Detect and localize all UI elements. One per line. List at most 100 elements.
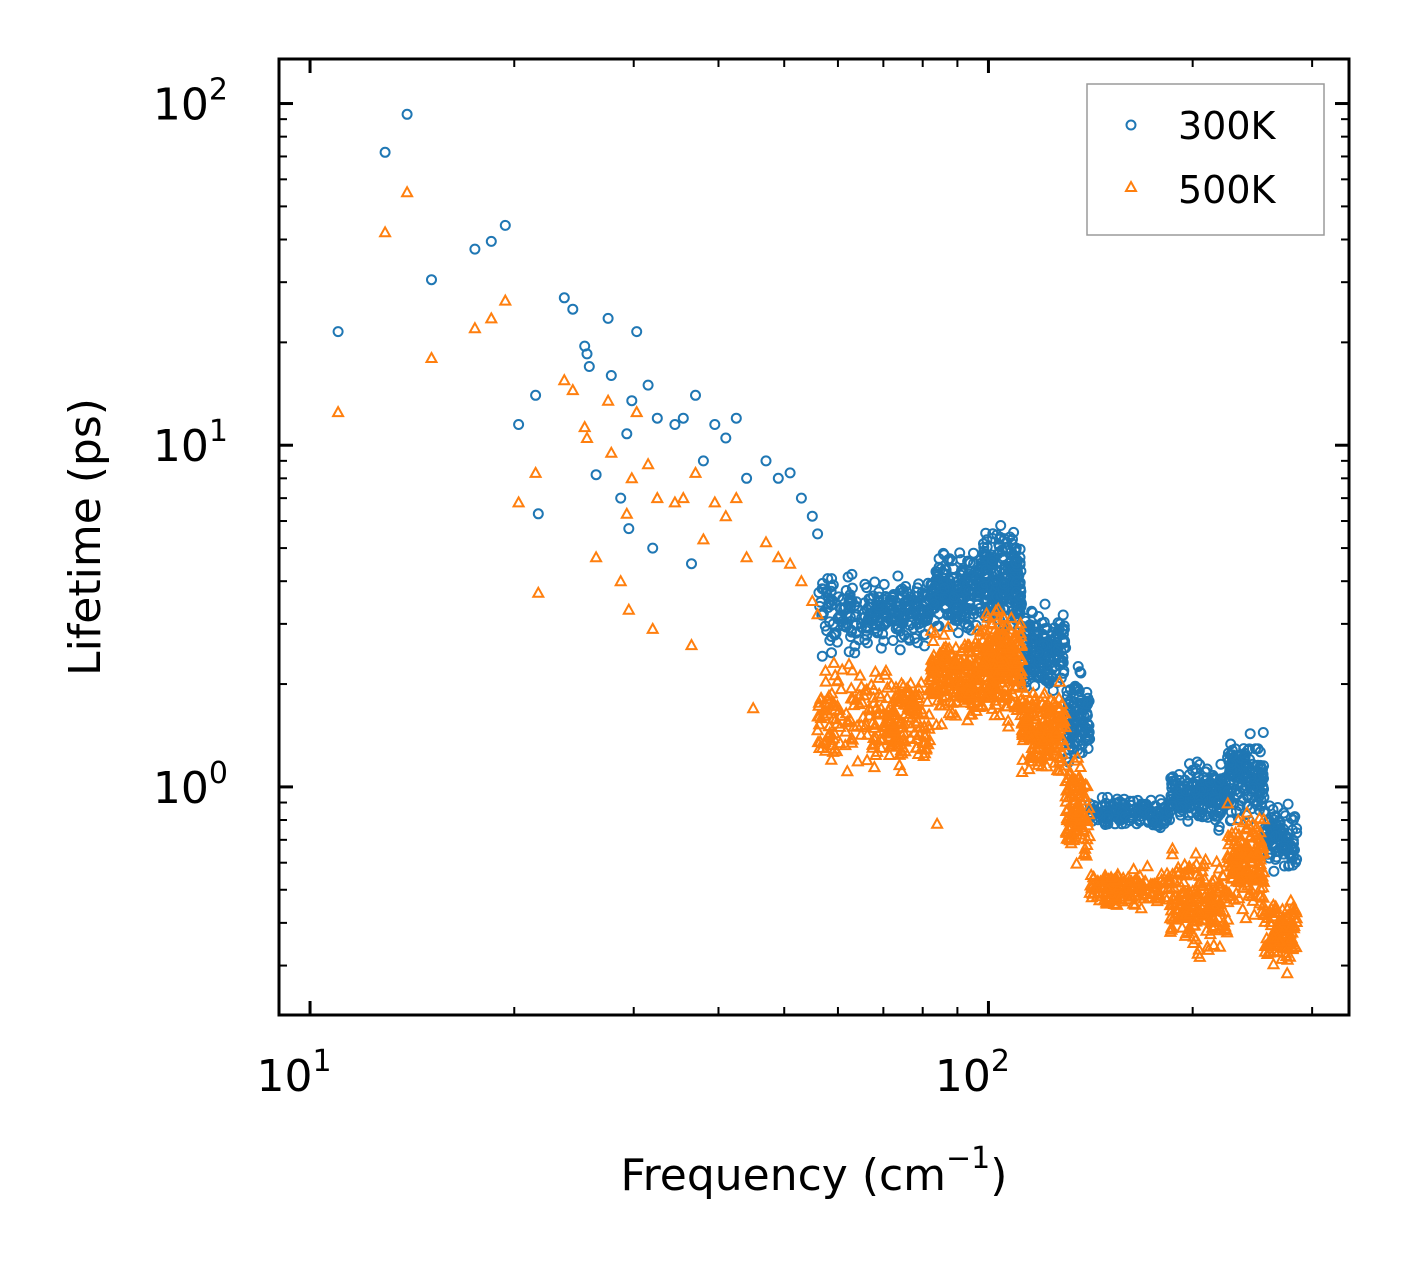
point-500k-116 [835, 662, 849, 675]
point-500k-1146 [1111, 881, 1125, 894]
point-300k-8 [530, 389, 542, 401]
point-300k-899 [1036, 666, 1047, 678]
point-500k-1368 [1175, 886, 1190, 899]
point-300k-1375 [1200, 809, 1211, 821]
point-500k-1023 [1063, 767, 1077, 780]
point-500k-1006 [1078, 777, 1093, 790]
point-500k-489 [937, 641, 951, 654]
point-300k-278 [867, 615, 879, 626]
point-500k-265 [888, 735, 902, 748]
point-500k-269 [905, 704, 919, 717]
point-500k-1371 [1203, 899, 1217, 912]
point-500k-1485 [1236, 880, 1250, 893]
point-300k-1006 [1075, 735, 1087, 746]
point-500k-428 [949, 640, 963, 653]
point-500k-40 [810, 607, 825, 620]
point-300k-3 [426, 274, 437, 286]
point-500k-1342 [1215, 879, 1229, 892]
point-500k-914 [1053, 722, 1067, 735]
point-300k-1579 [1272, 802, 1284, 813]
point-300k-504 [939, 564, 951, 576]
point-300k-1537 [1225, 758, 1237, 770]
point-300k-914 [1026, 605, 1038, 617]
data-marks [331, 108, 1304, 979]
point-500k-1345 [1175, 920, 1189, 933]
point-300k-23 [642, 379, 654, 391]
point-500k-473 [959, 657, 973, 670]
point-500k-131 [817, 708, 831, 721]
point-500k-1501 [1246, 871, 1260, 884]
point-500k-1538 [1250, 846, 1264, 859]
point-300k-1347 [1201, 763, 1213, 775]
point-300k-22 [631, 326, 643, 338]
point-500k-7 [511, 495, 526, 508]
point-500k-906 [1032, 740, 1046, 753]
point-300k-1326 [1183, 769, 1195, 781]
point-500k-988 [1079, 848, 1094, 861]
point-500k-1027 [1073, 793, 1088, 806]
point-300k-1 [379, 146, 391, 158]
point-500k-1008 [1059, 803, 1073, 816]
point-500k-284 [909, 731, 923, 744]
point-500k-53 [827, 655, 841, 668]
point-500k-1376 [1165, 847, 1180, 860]
point-500k-692 [994, 622, 1008, 635]
point-300k-918 [1026, 635, 1038, 647]
point-300k-1380 [1193, 798, 1205, 810]
x-tick-label-1: 102 [935, 1044, 1010, 1102]
point-500k-5 [484, 311, 498, 324]
point-300k-1540 [1247, 782, 1259, 794]
point-500k-866 [1018, 684, 1032, 697]
point-500k-124 [822, 688, 836, 701]
point-500k-110 [818, 663, 833, 676]
point-300k-1343 [1199, 775, 1211, 787]
point-300k-81 [816, 650, 828, 662]
point-500k-1575 [1275, 951, 1289, 964]
point-500k-630 [976, 633, 990, 646]
point-500k-1031 [1060, 774, 1074, 787]
point-300k-103 [823, 592, 834, 604]
point-300k-473 [957, 579, 968, 591]
point-500k-126 [832, 702, 847, 715]
point-500k-109 [842, 657, 856, 670]
point-500k-890 [1023, 748, 1037, 761]
point-300k-31 [709, 419, 721, 430]
point-500k-373 [949, 708, 963, 721]
point-300k-1365 [1194, 808, 1205, 820]
point-500k-1380 [1173, 894, 1188, 907]
point-500k-1331 [1194, 874, 1208, 887]
point-500k-703 [1010, 629, 1024, 642]
point-500k-88 [811, 735, 825, 748]
point-500k-1534 [1253, 880, 1267, 893]
point-500k-542 [1000, 699, 1014, 712]
point-300k-104 [827, 579, 839, 591]
point-500k-1456 [1236, 902, 1250, 915]
point-300k-909 [1032, 646, 1044, 658]
point-500k-28 [688, 465, 703, 478]
point-500k-740 [997, 638, 1011, 651]
point-500k-1311 [1173, 910, 1187, 923]
point-500k-601 [996, 609, 1011, 622]
point-300k-1529 [1225, 738, 1237, 750]
point-300k-1173 [1126, 809, 1138, 821]
point-300k-501 [957, 565, 969, 577]
point-300k-180 [909, 632, 921, 644]
point-500k-732 [997, 659, 1011, 672]
point-500k-1324 [1213, 923, 1227, 936]
point-500k-739 [1014, 667, 1028, 680]
point-500k-1541 [1238, 851, 1252, 864]
point-300k-490 [955, 554, 967, 566]
point-500k-1650 [1267, 930, 1281, 943]
point-500k-721 [983, 642, 998, 655]
point-500k-224 [870, 707, 884, 720]
point-500k-83 [845, 663, 860, 676]
point-500k-884 [1025, 701, 1040, 714]
point-300k-1166 [1138, 799, 1150, 811]
point-500k-994 [1067, 753, 1082, 766]
point-500k-248 [919, 741, 934, 754]
point-500k-410 [926, 633, 940, 646]
point-300k-1538 [1224, 769, 1236, 781]
point-500k-264 [867, 695, 881, 708]
point-500k-1187 [1158, 890, 1172, 903]
point-500k-1276 [1185, 884, 1200, 897]
